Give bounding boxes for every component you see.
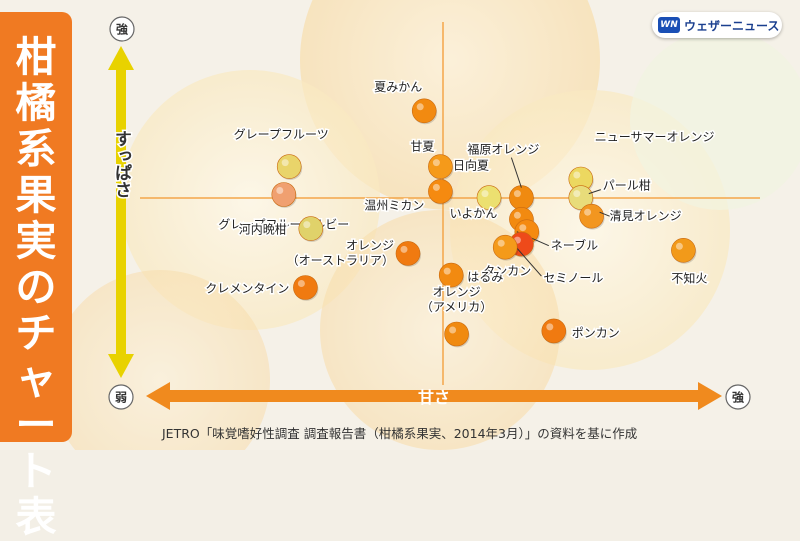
- x-axis-arrow-head-left: [146, 382, 170, 410]
- fruit-label: パール柑: [603, 178, 651, 193]
- fruit-label-line2: （オーストラリア）: [287, 253, 394, 267]
- fruit-marker-highlight: [449, 326, 457, 334]
- fruit-marker: [541, 318, 567, 344]
- fruit-marker-highlight: [303, 221, 311, 229]
- source-note: JETRO「味覚嗜好性調査 調査報告書（柑橘系果実、2014年3月）」の資料を基…: [162, 426, 638, 441]
- fruit-label: クレメンタイン: [205, 282, 289, 296]
- fruit-marker-highlight: [481, 190, 489, 198]
- fruit-marker-highlight: [513, 211, 521, 219]
- label-leader-line: [510, 157, 522, 188]
- x-high-badge: 強: [732, 390, 744, 405]
- fruit-marker: [271, 182, 297, 207]
- fruit-label: ポンカン: [572, 326, 620, 340]
- fruit-marker-highlight: [400, 245, 408, 253]
- fruit-label: オレンジ: [433, 285, 481, 299]
- fruit-label: グレープフルーツ: [234, 128, 329, 142]
- x-low-badge-circle: [108, 384, 134, 410]
- fruit-marker: [568, 185, 594, 210]
- fruit-marker-highlight: [443, 267, 451, 275]
- fruit-marker: [438, 262, 464, 288]
- y-axis-arrow-shaft: [116, 66, 126, 358]
- fruit-marker: [411, 98, 437, 124]
- fruit-label: 福原オレンジ: [467, 142, 539, 157]
- fruit-label: オレンジ: [346, 238, 394, 252]
- fruit-marker-highlight: [276, 187, 284, 194]
- fruit-marker-highlight: [675, 242, 683, 250]
- fruit-label: 温州ミカン: [364, 198, 424, 212]
- fruit-marker: [444, 321, 469, 347]
- x-axis-arrow-shaft: [164, 390, 704, 402]
- fruit-marker-highlight: [584, 208, 592, 216]
- label-leader-line: [599, 211, 610, 217]
- fruit-marker-highlight: [416, 103, 424, 111]
- y-axis-arrow-head-bottom: [108, 354, 134, 378]
- fruit-label: 日向夏: [453, 158, 489, 173]
- fruit-marker-highlight: [432, 183, 440, 191]
- fruit-marker-highlight: [281, 159, 289, 167]
- x-high-badge-circle: [725, 384, 751, 410]
- fruit-marker: [293, 275, 318, 300]
- fruit-marker-highlight: [297, 280, 305, 287]
- x-axis-label: 甘さ: [418, 388, 450, 407]
- fruit-marker-highlight: [519, 224, 527, 232]
- label-leader-line: [513, 243, 542, 277]
- fruit-label: はるみ: [467, 270, 503, 284]
- y-high-badge: 強: [116, 22, 128, 37]
- fruit-label: 清見オレンジ: [610, 209, 682, 223]
- fruit-label: いよかん: [450, 206, 498, 220]
- fruit-label: 河内晩柑: [239, 222, 287, 237]
- fruit-marker-highlight: [546, 323, 554, 331]
- fruit-marker: [276, 154, 302, 179]
- brand-name: ウェザーニュース: [684, 18, 780, 33]
- fruit-marker: [428, 154, 453, 179]
- fruit-marker: [671, 238, 696, 263]
- fruit-marker: [509, 185, 534, 210]
- x-low-badge: 弱: [115, 390, 127, 405]
- fruit-marker-highlight: [432, 159, 440, 167]
- fruit-marker-highlight: [573, 171, 581, 179]
- fruit-marker: [428, 179, 453, 204]
- fruit-marker: [579, 203, 604, 229]
- fruit-marker: [492, 234, 518, 260]
- fruit-label: ニューサマーオレンジ: [595, 130, 715, 144]
- y-axis-arrow-head-top: [108, 46, 134, 70]
- fruit-marker-highlight: [513, 190, 521, 198]
- fruit-label: 夏みかん: [374, 80, 422, 94]
- fruit-label: 不知火: [671, 271, 707, 285]
- fruit-marker-highlight: [573, 190, 581, 198]
- y-high-badge-circle: [109, 16, 135, 42]
- x-axis-arrow-head-right: [698, 382, 722, 410]
- fruit-label: セミノール: [543, 271, 603, 285]
- fruit-marker: [395, 241, 421, 266]
- fruit-marker: [298, 216, 324, 241]
- fruit-label-line2: （アメリカ）: [421, 300, 492, 314]
- weathernews-logo-icon: WN: [658, 17, 680, 33]
- fruit-label: 甘夏: [410, 140, 434, 154]
- fruit-label: ネーブル: [551, 238, 598, 253]
- fruit-label: タンカン: [483, 264, 531, 278]
- brand-badge: WN ウェザーニュース: [652, 12, 782, 38]
- y-axis-label: すっぱさ: [111, 130, 131, 198]
- fruit-marker-highlight: [497, 239, 505, 247]
- fruit-marker: [476, 185, 502, 210]
- background-photo: [0, 0, 800, 450]
- label-leader-line: [588, 189, 601, 195]
